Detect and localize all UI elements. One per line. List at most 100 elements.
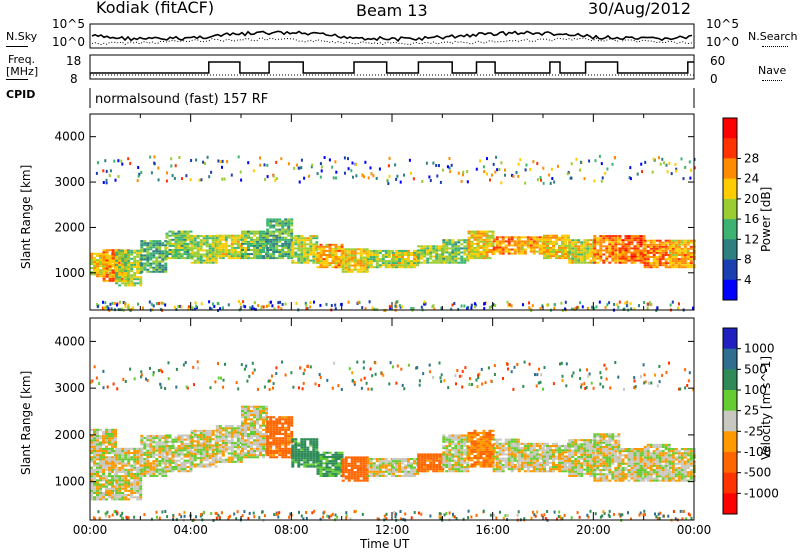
data-cell [183, 438, 187, 441]
data-cell [658, 251, 662, 254]
data-cell [259, 454, 262, 457]
data-cell [177, 230, 181, 233]
data-cell [287, 441, 291, 444]
data-cell [218, 450, 222, 453]
scatter-cell [211, 302, 214, 306]
data-cell [115, 263, 119, 266]
scatter-cell [156, 515, 158, 519]
data-cell [183, 236, 187, 239]
data-cell [463, 239, 467, 242]
data-cell [467, 246, 471, 249]
data-cell [99, 445, 102, 448]
data-cell [121, 462, 125, 465]
data-cell [290, 224, 294, 227]
scatter-cell [187, 305, 190, 309]
data-cell [580, 247, 584, 250]
data-cell [152, 262, 156, 265]
data-cell [624, 247, 628, 250]
scatter-cell [200, 178, 203, 182]
data-cell [599, 253, 603, 256]
data-cell [247, 439, 250, 442]
data-cell [96, 464, 99, 467]
data-cell [233, 431, 237, 434]
data-cell [272, 449, 276, 452]
data-cell [202, 235, 206, 238]
data-cell [158, 270, 162, 273]
data-cell [291, 251, 295, 254]
data-cell [115, 251, 119, 254]
data-cell [118, 454, 122, 457]
scatter-cell [524, 168, 527, 172]
data-cell [630, 239, 634, 242]
data-cell [247, 428, 250, 431]
data-cell [633, 249, 637, 252]
data-cell [247, 242, 250, 245]
data-cell [155, 248, 159, 251]
data-cell [655, 251, 659, 254]
data-cell [205, 448, 209, 451]
data-cell [133, 447, 137, 450]
data-cell [256, 240, 259, 243]
data-cell [93, 435, 96, 438]
data-cell [319, 258, 323, 261]
data-cell [664, 239, 668, 242]
data-cell [233, 454, 237, 457]
data-cell [664, 254, 668, 256]
data-cell [174, 466, 178, 469]
data-cell [121, 251, 125, 254]
data-cell [448, 241, 452, 244]
data-cell [168, 257, 172, 260]
data-cell [177, 455, 181, 458]
data-cell [429, 251, 433, 254]
data-cell [410, 264, 413, 267]
data-cell [356, 469, 360, 472]
data-cell [236, 437, 240, 440]
data-cell [90, 263, 93, 265]
data-cell [605, 249, 609, 252]
data-cell [171, 470, 175, 473]
data-cell [102, 447, 105, 450]
data-cell [341, 460, 345, 463]
data-cell [211, 431, 215, 434]
data-cell [618, 247, 622, 250]
data-cell [253, 414, 256, 417]
data-cell [451, 259, 455, 262]
data-cell [183, 251, 187, 253]
data-cell [334, 262, 338, 265]
data-cell [199, 444, 203, 447]
data-cell [186, 438, 190, 441]
y-tick-label: 2000 [54, 220, 85, 234]
data-cell [347, 268, 351, 271]
data-cell [115, 473, 119, 476]
data-cell [108, 269, 111, 272]
data-cell [284, 445, 288, 448]
data-cell [643, 264, 647, 267]
data-cell [215, 242, 219, 245]
data-cell [564, 246, 567, 249]
data-cell [372, 260, 376, 263]
data-cell [146, 470, 150, 473]
data-cell [401, 256, 404, 258]
data-cell [161, 447, 165, 450]
data-cell [407, 251, 410, 254]
data-cell [140, 254, 144, 257]
data-cell [353, 456, 357, 459]
data-cell [215, 251, 219, 253]
data-cell [133, 489, 137, 492]
data-cell [265, 418, 268, 421]
scatter-cell [250, 307, 253, 311]
data-cell [102, 279, 106, 282]
data-cell [655, 256, 659, 258]
data-cell [215, 240, 219, 243]
data-cell [250, 409, 253, 412]
data-cell [152, 260, 156, 263]
data-cell [121, 485, 125, 488]
scatter-cell [161, 510, 164, 514]
data-cell [618, 253, 622, 256]
data-cell [316, 455, 320, 458]
data-cell [190, 431, 194, 434]
data-cell [642, 237, 646, 240]
data-cell [262, 441, 265, 444]
data-cell [161, 252, 165, 255]
data-cell [99, 487, 102, 490]
